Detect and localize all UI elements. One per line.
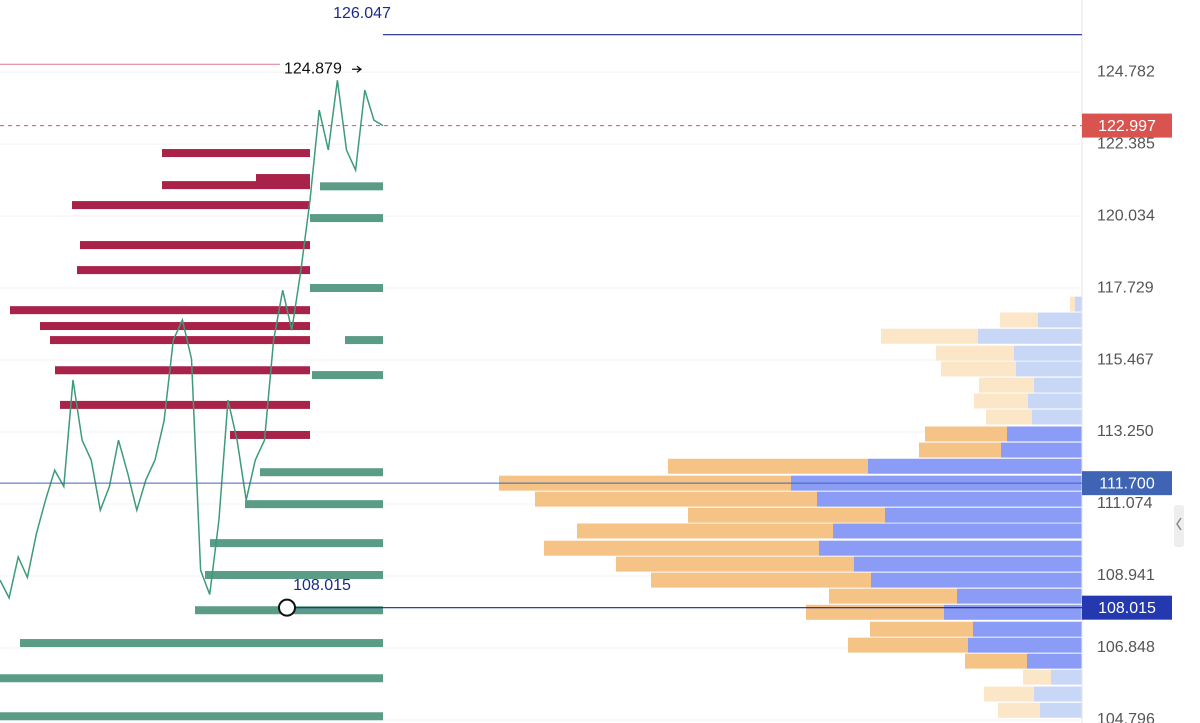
profile-bar [1040, 702, 1082, 718]
ask-liquidity [162, 149, 310, 158]
profile-bar [1028, 393, 1082, 409]
y-tick-label: 115.467 [1097, 351, 1154, 368]
profile-bar [978, 328, 1082, 344]
y-tick-label: 108.941 [1097, 567, 1155, 584]
profile-bar [885, 507, 1082, 523]
ask-liquidity [40, 322, 310, 331]
profile-bar [998, 702, 1040, 718]
bid-liquidity [20, 639, 383, 648]
profile-bar [871, 572, 1082, 588]
price-badge-label: 122.997 [1098, 118, 1156, 135]
profile-bar [819, 540, 1082, 556]
profile-bar [854, 556, 1082, 572]
profile-bar [833, 523, 1082, 539]
profile-bar [868, 458, 1082, 474]
profile-bar [1007, 426, 1082, 442]
ray-label: 126.047 [333, 5, 391, 22]
profile-bar [979, 377, 1034, 393]
price-badge-label: 108.015 [1098, 600, 1156, 617]
profile-bar [806, 604, 944, 620]
profile-bar [848, 637, 968, 653]
profile-bar [1034, 377, 1082, 393]
ask-liquidity [80, 241, 310, 250]
profile-bar [986, 409, 1032, 425]
arrow-icon [352, 65, 363, 73]
bid-liquidity [345, 336, 383, 345]
profile-bar [1032, 409, 1082, 425]
bid-liquidity [310, 284, 383, 293]
profile-bar [535, 491, 817, 507]
bid-liquidity [310, 214, 383, 223]
profile-bar [881, 328, 978, 344]
profile-bar [1000, 312, 1038, 328]
profile-bar [965, 653, 1027, 669]
bid-liquidity [0, 674, 383, 683]
y-tick-label: 104.796 [1097, 711, 1155, 723]
profile-bar [941, 361, 1016, 377]
y-tick-label: 113.250 [1097, 423, 1154, 440]
profile-bar [984, 686, 1034, 702]
profile-bar [829, 588, 957, 604]
ask-liquidity [72, 201, 310, 210]
bid-liquidity [205, 570, 383, 579]
bid-liquidity [0, 712, 383, 721]
profile-bar [651, 572, 871, 588]
handle-icon [1176, 517, 1182, 531]
bid-liquidity [210, 539, 383, 548]
profile-bar [925, 426, 1007, 442]
profile-bar [973, 621, 1082, 637]
profile-bar [1014, 345, 1082, 361]
ask-liquidity [60, 400, 310, 409]
ask-liquidity [10, 306, 310, 315]
price-badge [1082, 595, 1172, 620]
profile-bar [668, 458, 868, 474]
y-tick-label: 120.034 [1097, 207, 1155, 224]
ask-liquidity [256, 174, 310, 183]
price-line [0, 80, 384, 601]
y-tick-label: 124.782 [1097, 63, 1155, 80]
price-badge [1082, 471, 1172, 496]
profile-bar [1070, 296, 1075, 312]
point-marker [278, 598, 296, 617]
profile-bar [1051, 669, 1082, 685]
profile-bar [688, 507, 885, 523]
bid-liquidity [245, 500, 383, 509]
profile-bar [1001, 442, 1082, 458]
profile-bar [1034, 686, 1082, 702]
ask-liquidity [77, 266, 310, 275]
ask-liquidity [55, 366, 310, 375]
profile-bar [919, 442, 1001, 458]
profile-bar [577, 523, 833, 539]
profile-bar [974, 393, 1028, 409]
profile-bar [1038, 312, 1082, 328]
bid-liquidity [312, 371, 383, 380]
profile-bar [616, 556, 854, 572]
profile-bar [936, 345, 1014, 361]
profile-bar [544, 540, 819, 556]
profile-bar [817, 491, 1082, 507]
ask-liquidity [230, 430, 310, 439]
profile-bar [957, 588, 1082, 604]
y-tick-label: 106.848 [1097, 639, 1155, 656]
profile-bar [944, 604, 1082, 620]
ask-liquidity [50, 336, 310, 345]
profile-bar [1023, 669, 1051, 685]
y-tick-label: 117.729 [1097, 279, 1154, 296]
profile-bar [968, 637, 1082, 653]
y-tick-label: 111.074 [1097, 495, 1153, 512]
point-label: 108.015 [293, 577, 351, 594]
profile-bar [1027, 653, 1082, 669]
profile-bar [1075, 296, 1082, 312]
arrow-label: 124.879 [284, 60, 342, 77]
price-badge-label: 111.700 [1099, 475, 1155, 492]
bid-liquidity [320, 182, 383, 191]
y-tick-label: 122.385 [1097, 135, 1155, 152]
bid-liquidity [260, 468, 383, 477]
profile-bar [1016, 361, 1082, 377]
price-badge [1082, 113, 1172, 138]
ask-liquidity [162, 181, 310, 190]
profile-bar [870, 621, 973, 637]
